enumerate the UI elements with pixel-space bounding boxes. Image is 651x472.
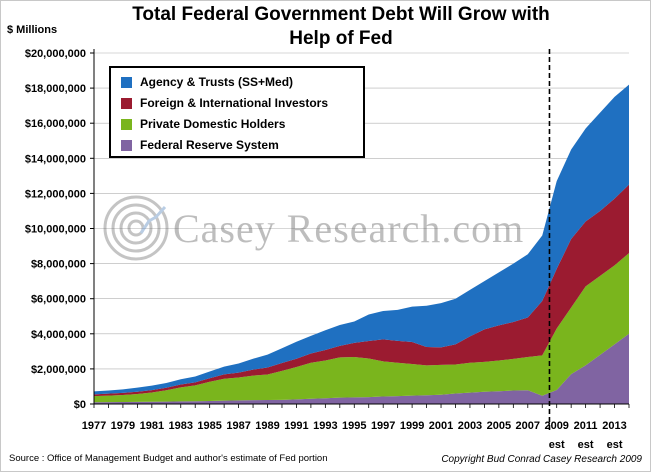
- y-axis-unit-label: $ Millions: [7, 24, 58, 36]
- y-tick-label-1: $2,000,000: [31, 364, 86, 376]
- y-tick-label-3: $6,000,000: [31, 294, 86, 306]
- x-tick-label-0: 1977: [82, 420, 106, 432]
- y-tick-label-8: $16,000,000: [25, 118, 86, 130]
- x-estimate-label-1: est: [578, 439, 594, 451]
- x-tick-label-17: 2011: [574, 420, 598, 432]
- x-tick-label-8: 1993: [313, 420, 337, 432]
- x-tick-label-9: 1995: [342, 420, 366, 432]
- area-series-3: [94, 84, 629, 395]
- title-line-1: Total Federal Government Debt Will Grow …: [132, 4, 550, 25]
- area-series-2: [94, 184, 629, 397]
- copyright-note: Copyright Bud Conrad Casey Research 2009: [441, 454, 642, 465]
- x-tick-label-7: 1991: [284, 420, 308, 432]
- legend-item-private: Private Domestic Holders: [121, 116, 285, 132]
- x-tick-label-18: 2013: [602, 420, 626, 432]
- area-series-1: [94, 253, 629, 403]
- x-tick-label-3: 1983: [169, 420, 193, 432]
- x-tick-label-2: 1981: [140, 420, 164, 432]
- x-tick-label-4: 1985: [197, 420, 221, 432]
- legend-swatch-fed: [121, 139, 132, 151]
- y-tick-label-6: $12,000,000: [25, 188, 86, 200]
- x-tick-label-15: 2007: [516, 420, 540, 432]
- x-tick-label-11: 1999: [400, 420, 424, 432]
- area-layer: [94, 84, 629, 404]
- area-series-0: [94, 333, 629, 404]
- chart-title: Total Federal Government Debt Will Grow …: [81, 3, 601, 51]
- y-tick-label-4: $8,000,000: [31, 259, 86, 271]
- legend-swatch-private: [121, 118, 132, 130]
- legend-item-foreign: Foreign & International Investors: [121, 95, 328, 111]
- x-estimate-label-0: est: [549, 439, 565, 451]
- legend-label-foreign: Foreign & International Investors: [140, 96, 329, 110]
- x-tick-label-10: 1997: [371, 420, 395, 432]
- axis-layer: $0 $2,000,000 $4,000,000 $6,000,000 $8,000,0…: [25, 48, 630, 451]
- x-tick-label-14: 2005: [487, 420, 511, 432]
- watermark-text: Casey Research.com: [173, 206, 525, 251]
- x-estimate-label-2: est: [607, 439, 623, 451]
- legend-swatch-agency: [121, 76, 132, 88]
- watermark: Casey Research.com: [101, 193, 601, 263]
- x-tick-label-6: 1989: [255, 420, 279, 432]
- legend-label-fed: Federal Reserve System: [140, 138, 279, 152]
- chart-legend: Agency & Trusts (SS+Med) Foreign & Inter…: [109, 66, 365, 158]
- watermark-logo-icon: [103, 195, 169, 261]
- y-tick-label-2: $4,000,000: [31, 329, 86, 341]
- x-tick-label-1: 1979: [111, 420, 135, 432]
- legend-item-agency: Agency & Trusts (SS+Med): [121, 74, 293, 90]
- y-tick-label-9: $18,000,000: [25, 83, 86, 95]
- x-tick-label-16: 2009: [544, 420, 568, 432]
- y-tick-label-0: $0: [74, 399, 86, 411]
- y-tick-label-7: $14,000,000: [25, 153, 86, 165]
- legend-swatch-foreign: [121, 97, 132, 109]
- x-tick-label-13: 2003: [458, 420, 482, 432]
- legend-label-agency: Agency & Trusts (SS+Med): [140, 75, 294, 89]
- x-tick-label-5: 1987: [226, 420, 250, 432]
- x-tick-label-12: 2001: [429, 420, 453, 432]
- title-line-2: Help of Fed: [289, 28, 393, 49]
- source-note: Source : Office of Management Budget and…: [9, 453, 328, 464]
- y-tick-label-5: $10,000,000: [25, 224, 86, 236]
- legend-item-fed: Federal Reserve System: [121, 137, 279, 153]
- legend-label-private: Private Domestic Holders: [140, 117, 286, 131]
- y-tick-label-10: $20,000,000: [25, 48, 86, 60]
